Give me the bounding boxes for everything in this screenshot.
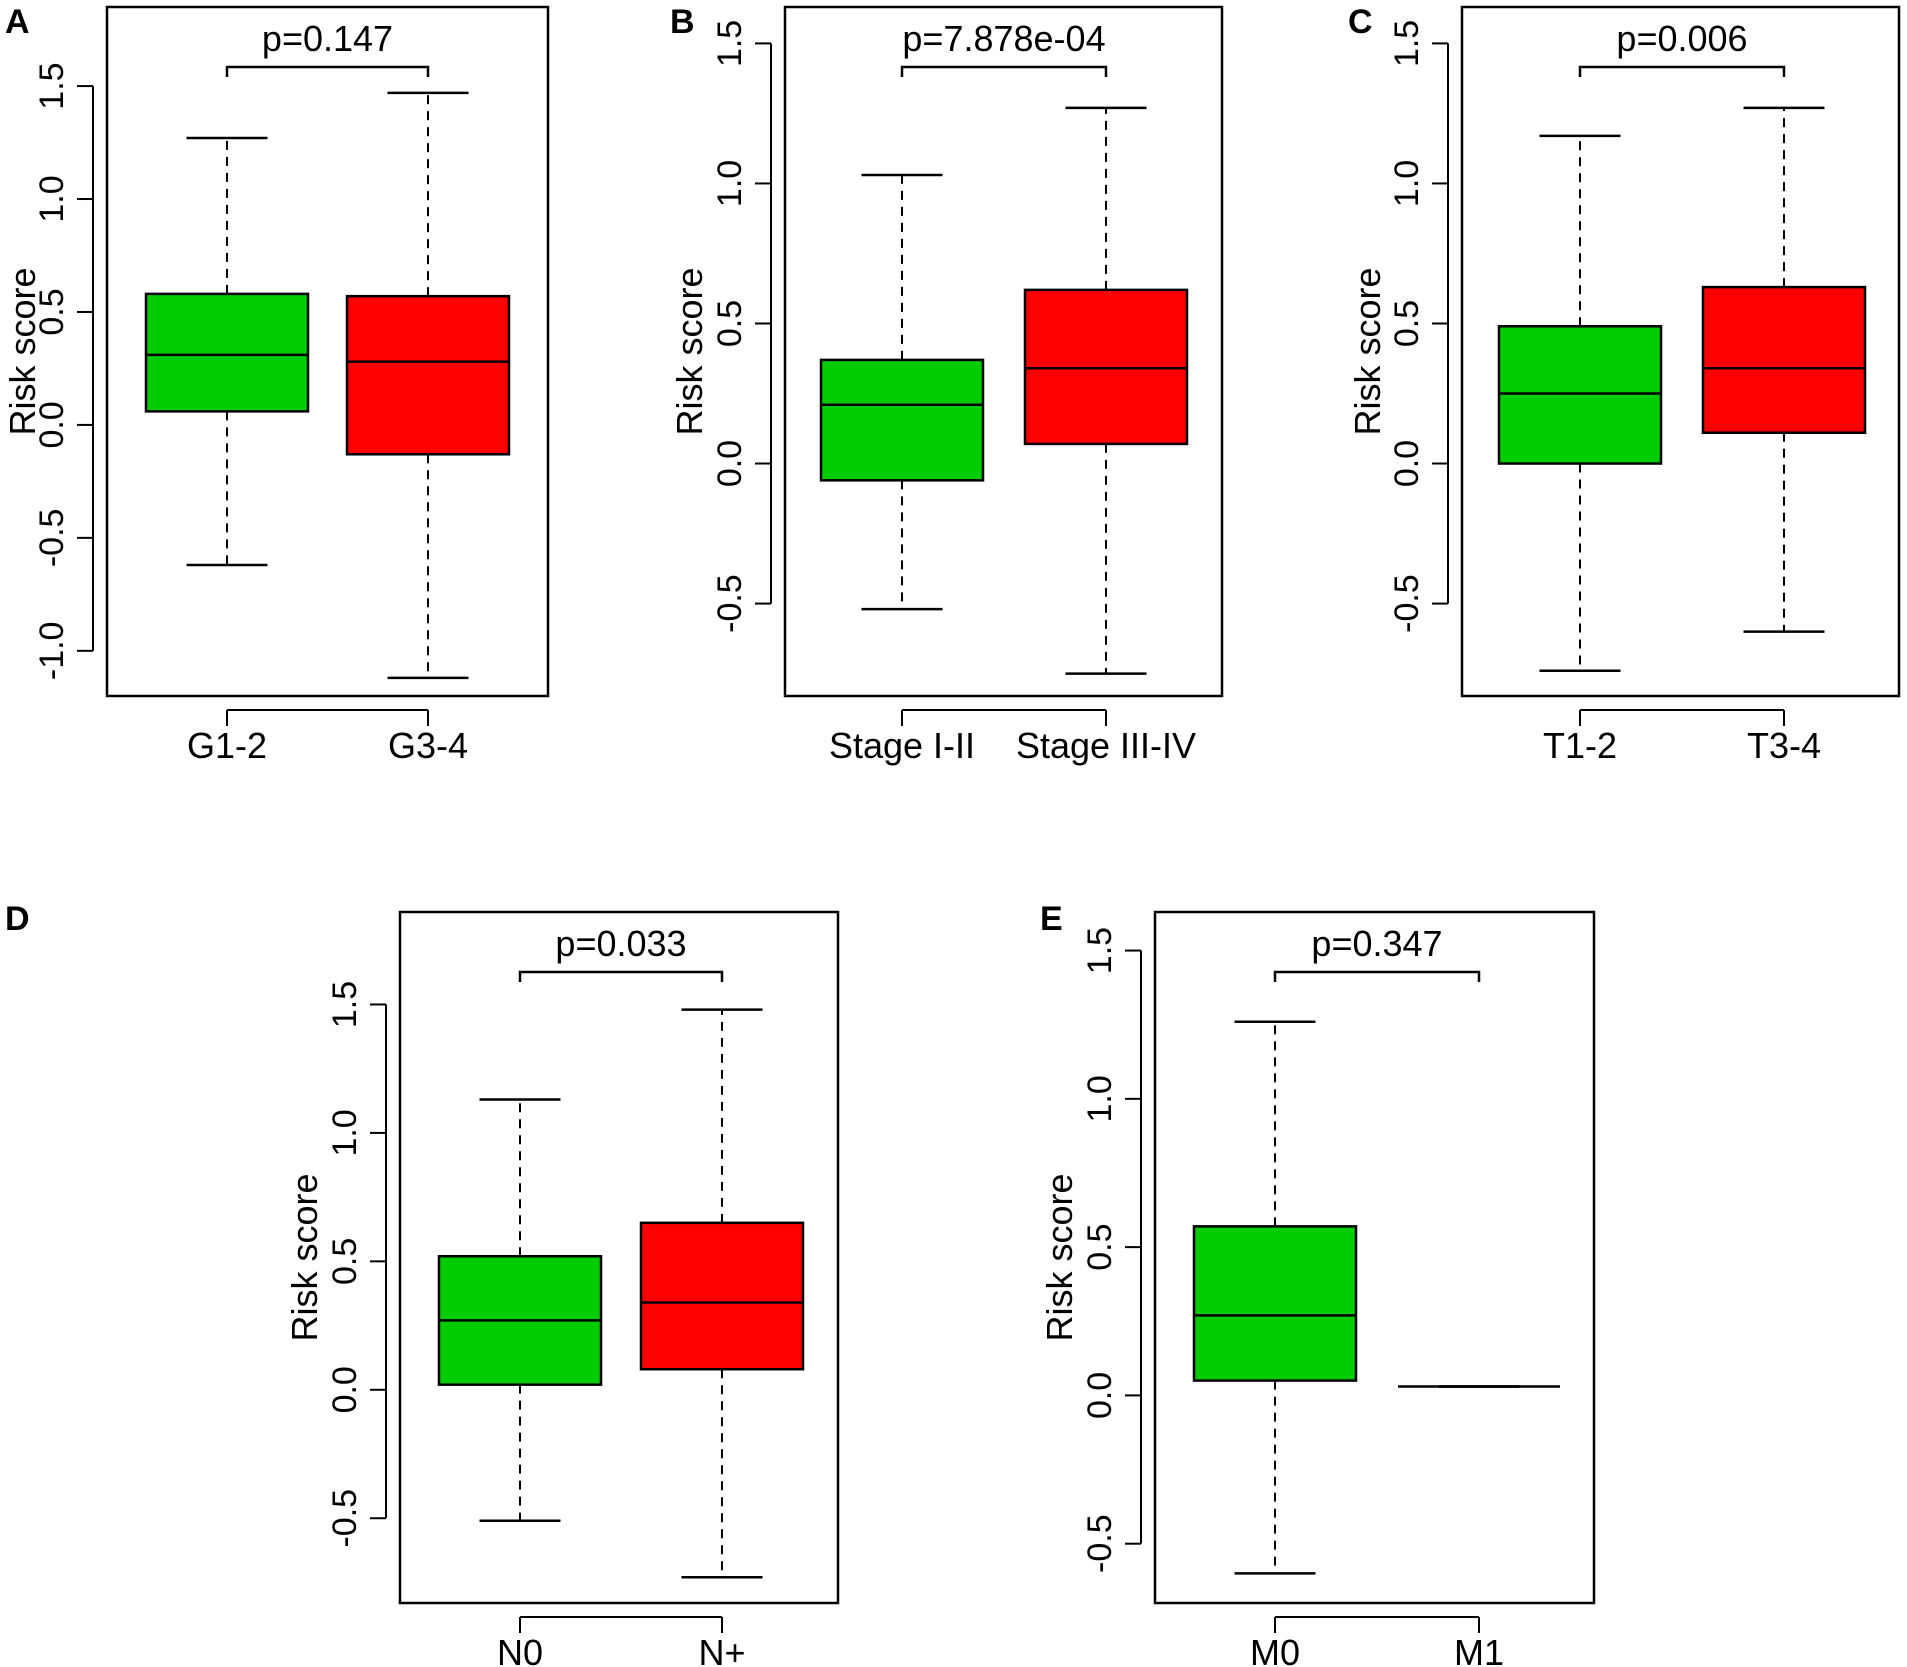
y-tick-label: 0.5 [33, 288, 71, 335]
panel-label: E [1040, 900, 1063, 938]
y-tick-label: 0.0 [1388, 440, 1426, 487]
chart-panel-b: B -0.5 0.0 0.5 1.0 1.5 Risk score Stage I-II Sta… [669, 3, 1224, 766]
y-tick-label: 1.5 [33, 62, 71, 109]
y-tick-label: -0.5 [1081, 1514, 1119, 1573]
y-tick-label: 0.5 [1081, 1223, 1119, 1270]
y-axis-title: Risk score [2, 267, 43, 435]
box-g1-2 [144, 136, 310, 567]
y-axis-title: Risk score [1039, 1173, 1080, 1341]
y-tick-label: 0.0 [326, 1366, 364, 1413]
y-tick-label: 1.5 [711, 20, 749, 67]
y-axis-title: Risk score [669, 267, 710, 435]
x-tick-label: G3-4 [388, 725, 468, 766]
plot-frame [105, 5, 550, 698]
x-tick-label: M1 [1454, 1632, 1504, 1667]
chart-panel-c: C -0.5 0.0 0.5 1.0 1.5 Risk score T1-2 T3-4 p=0.0… [1347, 3, 1901, 766]
box-iqr [1023, 288, 1189, 446]
box-t1-2 [1497, 134, 1663, 673]
box-n- [639, 1008, 805, 1579]
y-tick-label: -0.5 [326, 1489, 364, 1548]
y-tick-label: 0.5 [326, 1238, 364, 1285]
y-tick-label: -0.5 [1388, 574, 1426, 633]
p-value-label: p=0.033 [555, 923, 686, 964]
panel-label: A [5, 3, 30, 41]
y-axis-title: Risk score [1347, 267, 1388, 435]
box-iqr [1701, 285, 1867, 434]
plot-frame [783, 5, 1224, 698]
chart-panel-a: A -1.0 -0.5 0.0 0.5 1.0 1.5 Risk score G1-2 G3-4 p… [2, 3, 550, 766]
box-iqr [345, 294, 511, 456]
panel-label: D [5, 900, 30, 938]
x-tick-label: Stage I-II [829, 725, 975, 766]
significance-bracket [1273, 970, 1481, 982]
y-tick-label: 1.0 [1388, 160, 1426, 207]
y-tick-label: 1.5 [1388, 20, 1426, 67]
panel-label: B [670, 3, 695, 41]
y-tick-label: 0.0 [1081, 1372, 1119, 1419]
y-tick-label: 0.5 [711, 300, 749, 347]
y-axis-title: Risk score [284, 1173, 325, 1341]
box-g3-4 [345, 91, 511, 680]
y-tick-label: 0.5 [1388, 300, 1426, 347]
box-iqr [1192, 1225, 1358, 1382]
x-tick-label: G1-2 [187, 725, 267, 766]
p-value-label: p=0.147 [262, 18, 393, 59]
box-m0 [1192, 1020, 1358, 1575]
y-tick-label: 0.0 [711, 440, 749, 487]
box-stage-iii-iv [1023, 106, 1189, 675]
chart-panel-e: E -0.5 0.0 0.5 1.0 1.5 Risk score M0 M1 p=0.347 [1039, 900, 1596, 1667]
box-iqr [1497, 325, 1663, 465]
significance-bracket [225, 65, 430, 77]
x-tick-label: N+ [698, 1632, 745, 1667]
plot-frame [1460, 5, 1901, 698]
y-tick-label: -0.5 [711, 574, 749, 633]
x-tick-label: T1-2 [1543, 725, 1617, 766]
p-value-label: p=7.878e-04 [902, 18, 1105, 59]
y-tick-label: 1.5 [326, 981, 364, 1028]
p-value-label: p=0.347 [1311, 923, 1442, 964]
significance-bracket [518, 970, 724, 982]
y-tick-label: 0.0 [33, 401, 71, 448]
significance-bracket [900, 65, 1108, 77]
plot-frame [1153, 910, 1596, 1605]
y-tick-label: 1.0 [711, 160, 749, 207]
box-n0 [437, 1098, 603, 1523]
y-tick-label: -0.5 [33, 509, 71, 568]
significance-bracket [1578, 65, 1786, 77]
plot-frame [398, 910, 840, 1605]
chart-panel-d: D -0.5 0.0 0.5 1.0 1.5 Risk score N0 N+ p=0.033 [5, 900, 840, 1667]
p-value-label: p=0.006 [1616, 18, 1747, 59]
y-tick-label: 1.0 [33, 175, 71, 222]
x-tick-label: Stage III-IV [1016, 725, 1196, 766]
box-iqr [639, 1221, 805, 1371]
y-tick-label: 1.0 [326, 1109, 364, 1156]
x-tick-label: T3-4 [1747, 725, 1821, 766]
x-tick-label: N0 [497, 1632, 543, 1667]
panel-label: C [1348, 3, 1373, 41]
y-tick-label: 1.0 [1081, 1075, 1119, 1122]
box-t3-4 [1701, 106, 1867, 633]
x-tick-label: M0 [1250, 1632, 1300, 1667]
box-iqr [819, 358, 985, 482]
y-tick-label: 1.5 [1081, 927, 1119, 974]
box-iqr [144, 292, 310, 413]
y-tick-label: -1.0 [33, 622, 71, 681]
box-stage-i-ii [819, 173, 985, 611]
